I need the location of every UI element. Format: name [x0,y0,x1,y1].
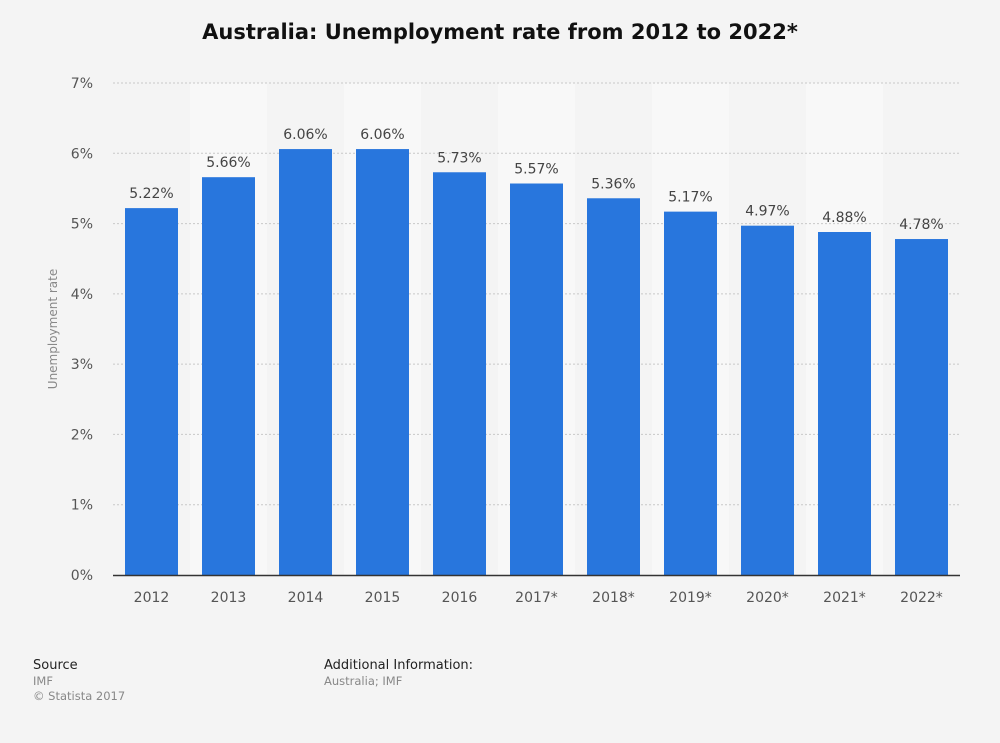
value-label: 5.66% [206,155,250,171]
value-label: 4.97% [745,204,789,220]
x-tick-label: 2015 [365,590,401,606]
x-tick-label: 2014 [288,590,324,606]
y-tick-label: 1% [71,498,93,514]
bar[interactable] [895,239,948,575]
x-tick-label: 2021* [823,590,866,606]
value-label: 5.73% [437,150,481,166]
bar[interactable] [433,172,486,575]
bar[interactable] [587,198,640,576]
chart-title: Australia: Unemployment rate from 2012 t… [202,20,798,44]
x-tick-label: 2017* [515,590,558,606]
additional-info-heading: Additional Information: [324,658,474,673]
value-label: 5.57% [514,162,558,178]
y-axis-tick-labels: 0% 1% 2% 3% 4% 5% 6% 7% [71,76,93,584]
x-tick-label: 2013 [211,590,247,606]
bar[interactable] [741,225,794,575]
value-label: 5.36% [591,176,635,192]
bar[interactable] [202,177,255,575]
y-tick-label: 3% [71,357,93,373]
bar[interactable] [356,149,409,575]
y-tick-label: 2% [71,427,93,443]
value-label: 4.78% [899,217,943,233]
source-section: Source IMF © Statista 2017 [33,657,125,704]
value-labels: 5.22% 5.66% 6.06% 6.06% 5.73% 5.57% 5.36% 5.17%… [129,127,943,233]
x-tick-label: 2019* [669,590,712,606]
additional-info-text: Australia; IMF [324,674,403,688]
bar[interactable] [510,183,563,575]
y-axis-title: Unemployment rate [46,269,60,389]
x-axis-tick-labels: 2012 2013 2014 2015 2016 2017* 2018* 2019* 2020*… [134,590,943,606]
x-tick-label: 2016 [442,590,478,606]
value-label: 5.22% [129,186,173,202]
x-tick-label: 2012 [134,590,170,606]
source-name: IMF [33,674,53,688]
y-tick-label: 7% [71,76,93,92]
bar[interactable] [125,208,178,575]
value-label: 6.06% [360,127,404,143]
y-tick-label: 6% [71,146,93,162]
bar-chart: 0% 1% 2% 3% 4% 5% 6% 7% 5.22% 5.66% 6.06% 6.06% 5.7… [46,76,960,606]
value-label: 5.17% [668,190,712,206]
bar[interactable] [818,232,871,575]
x-tick-label: 2022* [900,590,943,606]
y-tick-label: 5% [71,217,93,233]
source-heading: Source [33,658,78,673]
additional-info-section: Additional Information: Australia; IMF [324,657,473,689]
bar[interactable] [279,149,332,575]
value-label: 6.06% [283,127,327,143]
y-tick-label: 4% [71,287,93,303]
y-tick-label: 0% [71,568,93,584]
bar[interactable] [664,211,717,575]
copyright-text: © Statista 2017 [33,689,126,703]
value-label: 4.88% [822,210,866,226]
bars [125,149,948,576]
x-tick-label: 2018* [592,590,635,606]
x-tick-label: 2020* [746,590,789,606]
